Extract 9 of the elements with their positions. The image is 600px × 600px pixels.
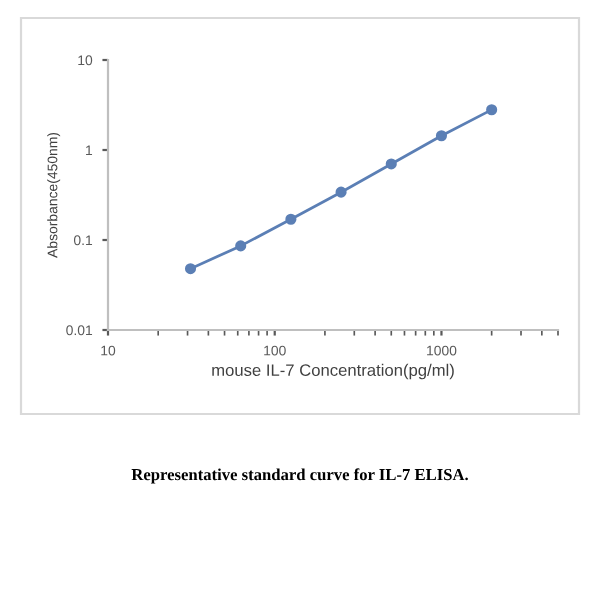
point: [285, 213, 297, 225]
point: [486, 104, 498, 116]
point: [184, 263, 197, 275]
point: [235, 240, 247, 252]
point: [435, 130, 448, 142]
text: Representative standard curve for IL-7 ELISA.: [131, 468, 468, 484]
point: [385, 158, 397, 170]
x-axis-title: mouse IL-7 Concentration(pg/ml): [212, 363, 454, 380]
point: [335, 186, 347, 198]
